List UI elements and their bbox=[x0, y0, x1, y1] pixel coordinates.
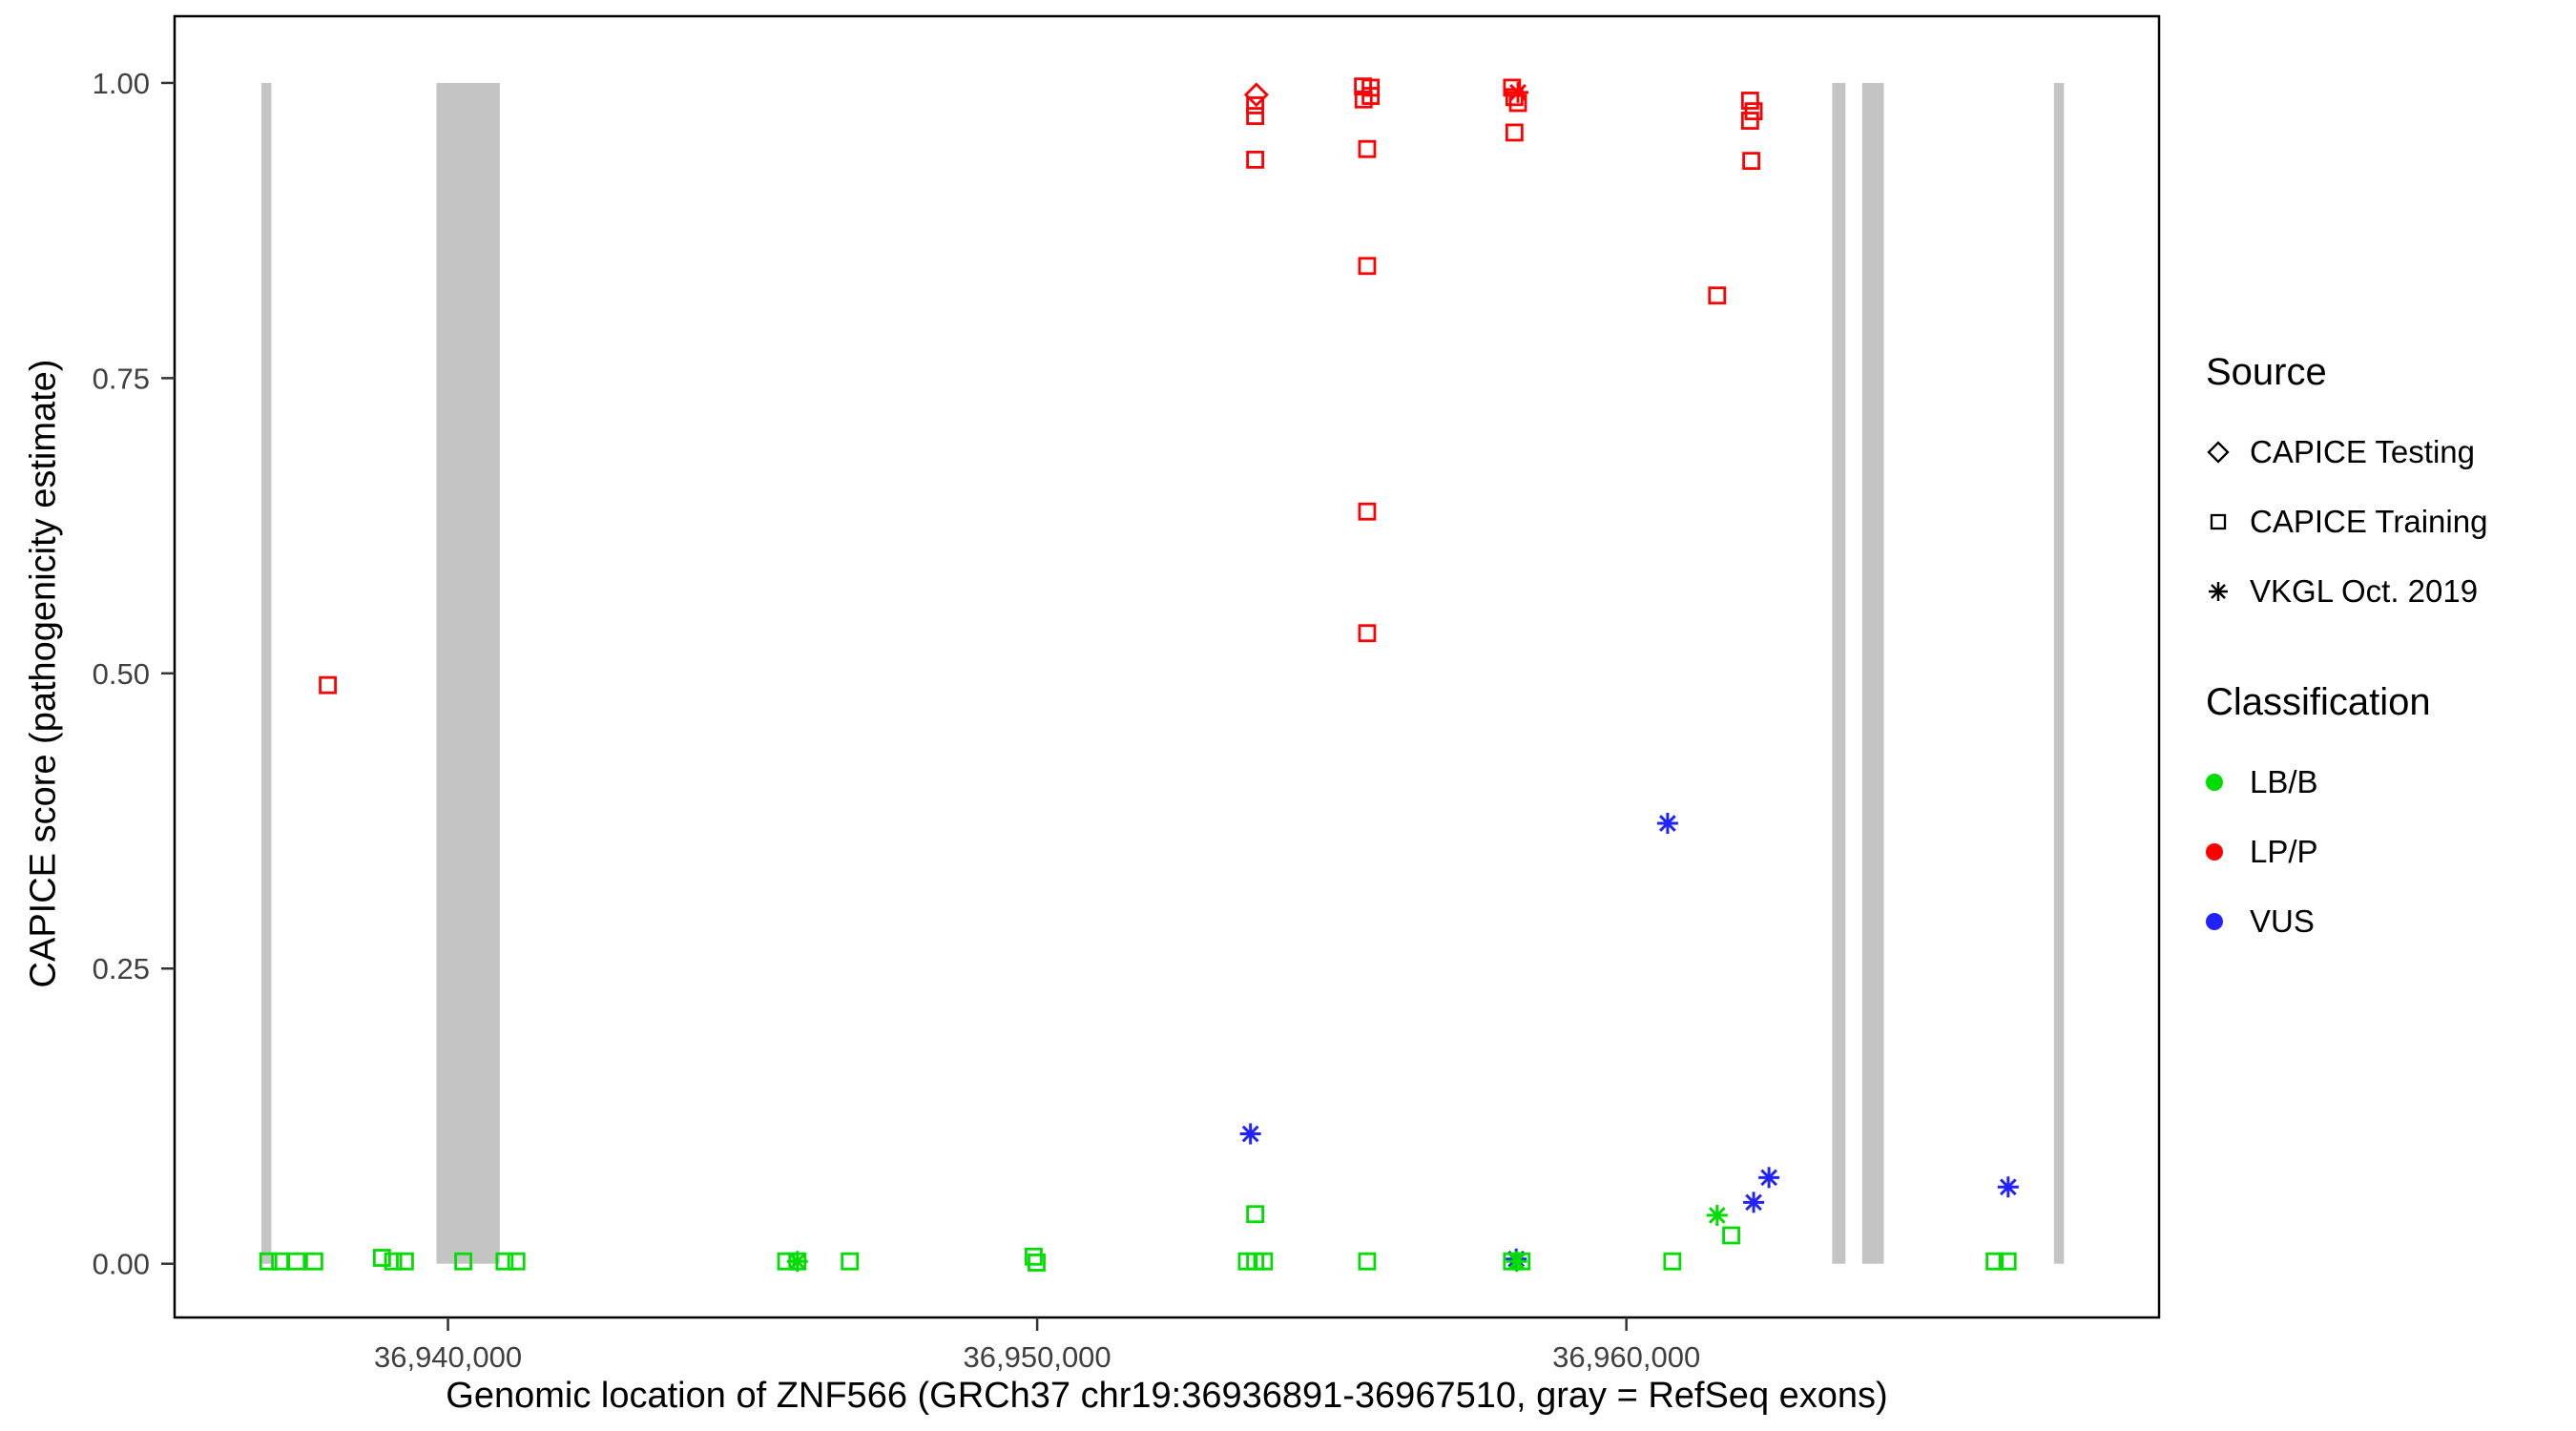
legend: Source CAPICE Testing CAPICE Training bbox=[2206, 351, 2568, 956]
legend-item-label: LB/B bbox=[2250, 763, 2318, 799]
x-tick-label: 36,950,000 bbox=[964, 1340, 1111, 1374]
legend-item-label: CAPICE Testing bbox=[2250, 433, 2475, 469]
point-square bbox=[1358, 1252, 1377, 1271]
red-dot-icon bbox=[2206, 842, 2250, 861]
legend-item-capice-training: CAPICE Training bbox=[2206, 487, 2568, 556]
point-square bbox=[507, 1252, 526, 1271]
y-tick-label: 0.25 bbox=[93, 952, 150, 985]
y-tick-label: 1.00 bbox=[93, 67, 150, 100]
point-square bbox=[384, 1252, 403, 1271]
point-asterisk bbox=[1241, 1125, 1259, 1143]
y-tick-label: 0.50 bbox=[93, 657, 150, 691]
diamond-icon bbox=[2206, 440, 2250, 465]
point-square bbox=[1028, 1254, 1046, 1272]
point-square bbox=[1722, 1226, 1740, 1245]
point-square bbox=[1358, 257, 1377, 276]
legend-item-label: CAPICE Training bbox=[2250, 503, 2488, 539]
legend-item-vkgl: VKGL Oct. 2019 bbox=[2206, 556, 2568, 626]
asterisk-icon bbox=[2206, 579, 2250, 604]
point-square bbox=[1505, 88, 1524, 107]
y-tick-label: 0.75 bbox=[93, 362, 150, 395]
point-asterisk bbox=[1509, 83, 1527, 101]
square-icon bbox=[2206, 509, 2250, 534]
point-asterisk bbox=[788, 1253, 806, 1271]
x-tick-label: 36,960,000 bbox=[1552, 1340, 1700, 1374]
point-square bbox=[304, 1252, 323, 1271]
y-axis-label: CAPICE score (pathogenicity estimate) bbox=[23, 359, 64, 988]
point-square bbox=[1505, 123, 1524, 142]
point-square bbox=[1246, 96, 1265, 114]
point-square bbox=[1708, 286, 1727, 305]
point-asterisk bbox=[1659, 815, 1676, 832]
point-square bbox=[1354, 90, 1373, 109]
point-square bbox=[259, 1252, 278, 1271]
point-square bbox=[1663, 1252, 1682, 1271]
point-asterisk bbox=[1745, 1193, 1762, 1212]
point-square bbox=[1508, 93, 1527, 113]
point-square bbox=[1742, 152, 1760, 171]
legend-source-title: Source bbox=[2206, 351, 2327, 393]
point-square bbox=[319, 675, 337, 695]
legend-item-lbb: LB/B bbox=[2206, 747, 2568, 817]
point-square bbox=[396, 1252, 414, 1271]
point-square bbox=[1998, 1252, 2017, 1271]
point-square bbox=[1246, 150, 1265, 169]
point-square bbox=[495, 1252, 514, 1271]
point-square bbox=[1744, 102, 1763, 121]
point-square bbox=[1985, 1252, 2005, 1271]
blue-dot-icon bbox=[2206, 912, 2250, 930]
y-tick-label: 0.00 bbox=[93, 1248, 150, 1281]
x-tick-label: 36,940,000 bbox=[374, 1340, 522, 1374]
point-square bbox=[1025, 1247, 1043, 1266]
point-square bbox=[287, 1252, 306, 1271]
legend-item-label: VKGL Oct. 2019 bbox=[2250, 572, 2479, 609]
point-asterisk bbox=[1999, 1178, 2017, 1196]
point-square bbox=[1740, 112, 1759, 130]
point-square bbox=[1246, 107, 1265, 125]
legend-gap bbox=[2206, 626, 2568, 681]
point-square bbox=[1358, 502, 1377, 521]
point-square bbox=[1246, 1205, 1265, 1224]
point-asterisk bbox=[1507, 1253, 1526, 1271]
legend-item-capice-testing: CAPICE Testing bbox=[2206, 417, 2568, 487]
point-square bbox=[1740, 92, 1759, 110]
point-square bbox=[1358, 624, 1377, 643]
point-square bbox=[454, 1252, 473, 1271]
point-square bbox=[1255, 1252, 1274, 1271]
point-asterisk bbox=[1760, 1169, 1777, 1187]
green-dot-icon bbox=[2206, 773, 2250, 791]
legend-item-label: VUS bbox=[2250, 902, 2315, 939]
point-asterisk bbox=[1708, 1207, 1726, 1224]
point-square bbox=[841, 1252, 860, 1271]
point-diamond bbox=[1243, 82, 1269, 108]
legend-item-lpp: LP/P bbox=[2206, 817, 2568, 886]
point-square bbox=[372, 1249, 391, 1267]
x-axis-label: Genomic location of ZNF566 (GRCh37 chr19… bbox=[446, 1376, 1888, 1416]
legend-item-vus: VUS bbox=[2206, 886, 2568, 956]
point-square bbox=[1358, 139, 1377, 158]
legend-classification-title: Classification bbox=[2206, 681, 2431, 723]
legend-item-label: LP/P bbox=[2250, 833, 2318, 869]
